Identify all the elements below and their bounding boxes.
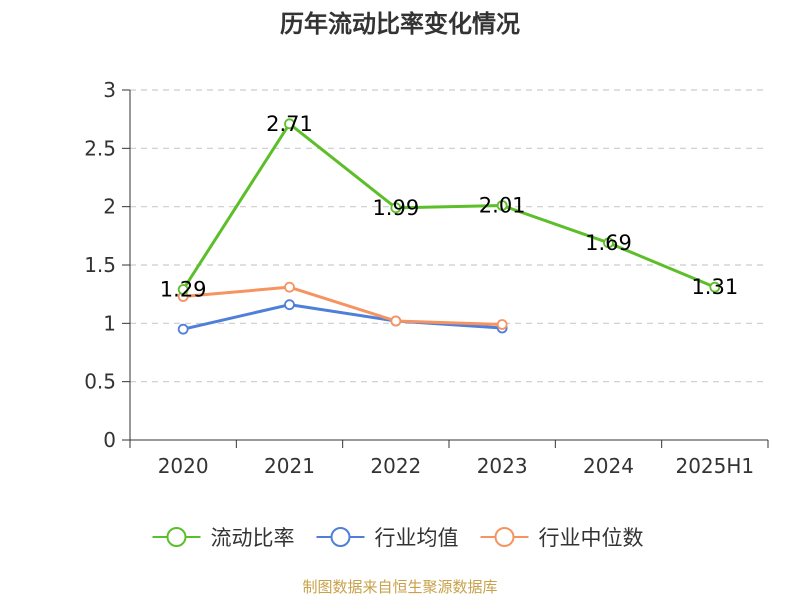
source-note: 制图数据来自恒生聚源数据库 <box>302 578 497 596</box>
y-tick-label: 3 <box>103 78 116 102</box>
data-point[interactable] <box>390 202 402 214</box>
y-tick-label: 2.5 <box>84 136 116 160</box>
chart-title: 历年流动比率变化情况 <box>280 10 520 38</box>
y-tick-label: 1 <box>103 311 116 335</box>
data-point[interactable] <box>390 315 402 327</box>
x-tick-label: 2022 <box>370 454 421 478</box>
series-line <box>183 285 503 326</box>
data-point[interactable] <box>709 281 721 293</box>
series-group <box>177 118 721 335</box>
data-point[interactable] <box>177 284 189 295</box>
legend-item[interactable]: 行业均值 <box>316 526 459 550</box>
legend-label: 行业均值 <box>375 526 459 550</box>
data-point[interactable] <box>496 200 508 211</box>
legend-item[interactable]: 流动比率 <box>152 526 295 550</box>
legend-label: 流动比率 <box>211 526 295 550</box>
legend-label: 行业中位数 <box>539 526 644 550</box>
x-tick-label: 2025H1 <box>675 454 754 478</box>
x-tick-label: 2020 <box>158 454 209 478</box>
legend-circle-icon <box>166 527 187 547</box>
data-label: 1.29 <box>160 278 207 302</box>
data-label: 2.01 <box>479 194 526 218</box>
grid-lines <box>130 89 768 383</box>
legend-item[interactable]: 行业中位数 <box>480 526 644 550</box>
data-point[interactable] <box>496 319 508 330</box>
data-point[interactable] <box>284 281 295 293</box>
data-point[interactable] <box>603 237 614 249</box>
x-tick-label: 2023 <box>477 454 528 478</box>
y-tick-label: 1.5 <box>84 253 116 277</box>
x-tick-label: 2021 <box>264 454 315 478</box>
data-point[interactable] <box>284 118 295 130</box>
data-label: 2.71 <box>266 112 313 136</box>
series-line <box>181 122 716 291</box>
y-tick-label: 0 <box>103 428 116 452</box>
data-point[interactable] <box>284 299 295 311</box>
series-line <box>182 303 503 331</box>
data-label: 1.31 <box>691 275 738 299</box>
tick-labels: 0 0.5 1 1.5 2 2.5 3 2020 2021 2022 2023 2024 2025H1 <box>84 78 754 478</box>
data-label: 1.99 <box>372 196 419 220</box>
legend-circle-icon <box>330 527 351 547</box>
legend-circle-icon <box>494 527 515 547</box>
legend[interactable]: 流动比率 行业均值 行业中位数 <box>152 526 644 550</box>
data-labels: 1.29 2.71 1.99 2.01 1.69 1.31 <box>160 112 738 302</box>
y-tick-label: 0.5 <box>84 370 116 394</box>
axes <box>122 89 769 448</box>
y-tick-label: 2 <box>103 195 116 219</box>
data-point[interactable] <box>177 323 189 335</box>
x-tick-label: 2024 <box>583 454 634 478</box>
data-label: 1.69 <box>585 231 632 255</box>
